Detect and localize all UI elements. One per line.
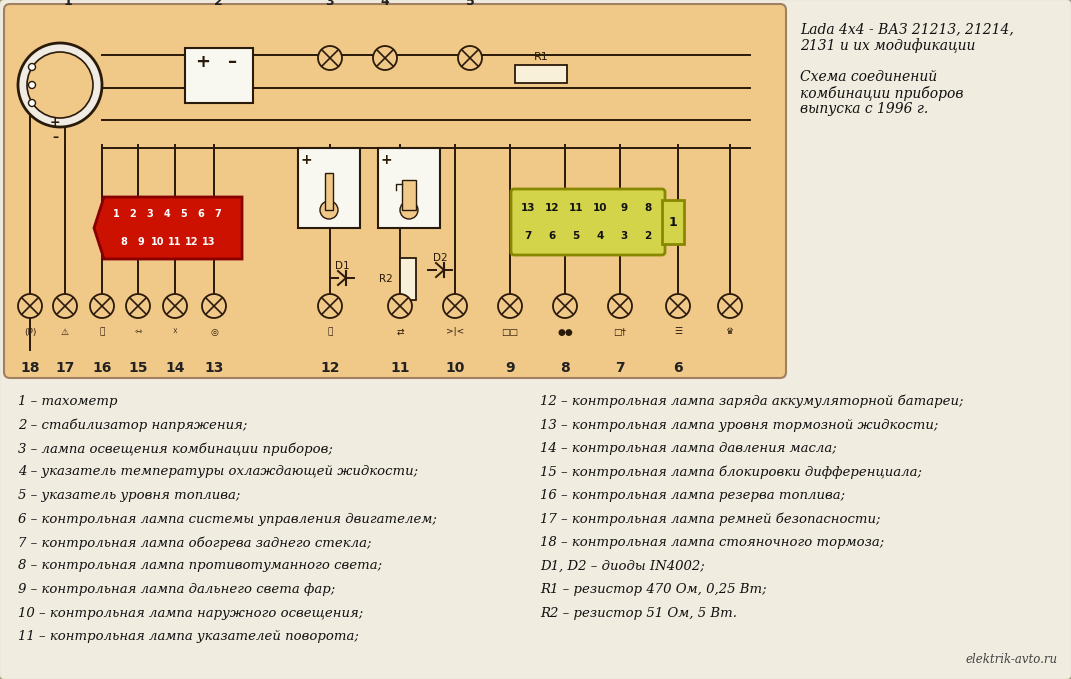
Bar	[662, 200, 684, 244]
Circle shape	[29, 100, 35, 107]
Text: 4 – указатель температуры охлаждающей жидкости;: 4 – указатель температуры охлаждающей жи…	[18, 466, 418, 479]
Text: 3: 3	[147, 209, 153, 219]
Text: 18: 18	[20, 361, 40, 375]
Text: 9: 9	[620, 203, 628, 213]
Text: 3 – лампа освещения комбинации приборов;: 3 – лампа освещения комбинации приборов;	[18, 442, 333, 456]
Text: 13 – контрольная лампа уровня тормозной жидкости;: 13 – контрольная лампа уровня тормозной …	[540, 418, 938, 431]
Text: 13: 13	[205, 361, 224, 375]
Text: 8: 8	[560, 361, 570, 375]
Text: –: –	[51, 130, 58, 143]
Text: ♛: ♛	[726, 327, 734, 337]
Text: 14 – контрольная лампа давления масла;: 14 – контрольная лампа давления масла;	[540, 442, 836, 455]
Text: 3: 3	[620, 231, 628, 241]
Text: +: +	[380, 153, 392, 167]
Text: 14: 14	[165, 361, 185, 375]
Text: 7: 7	[615, 361, 624, 375]
Text: 2: 2	[645, 231, 651, 241]
Circle shape	[29, 64, 35, 71]
Text: 9: 9	[506, 361, 515, 375]
Circle shape	[29, 81, 35, 88]
Text: (P): (P)	[24, 327, 36, 337]
Text: 2131 и их модификации: 2131 и их модификации	[800, 38, 976, 53]
Text: 17: 17	[56, 361, 75, 375]
Text: 6: 6	[674, 361, 683, 375]
Text: □□: □□	[501, 327, 518, 337]
Text: 4: 4	[380, 0, 390, 8]
Text: 4: 4	[164, 209, 170, 219]
Circle shape	[52, 294, 77, 318]
Text: 7 – контрольная лампа обогрева заднего стекла;: 7 – контрольная лампа обогрева заднего с…	[18, 536, 372, 549]
Text: 12: 12	[185, 237, 199, 247]
Text: выпуска с 1996 г.: выпуска с 1996 г.	[800, 102, 929, 116]
Text: 8 – контрольная лампа противотуманного света;: 8 – контрольная лампа противотуманного с…	[18, 559, 382, 572]
Text: 6: 6	[548, 231, 556, 241]
Text: 15 – контрольная лампа блокировки дифференциала;: 15 – контрольная лампа блокировки диффер…	[540, 466, 922, 479]
Bar	[399, 258, 416, 300]
Circle shape	[718, 294, 742, 318]
Text: 5: 5	[466, 0, 474, 8]
Text: +: +	[196, 53, 211, 71]
Circle shape	[443, 294, 467, 318]
Circle shape	[373, 46, 397, 70]
Text: +: +	[300, 153, 312, 167]
Text: 1: 1	[668, 215, 677, 229]
Circle shape	[320, 201, 338, 219]
Bar	[378, 148, 440, 228]
Text: Схема соединений: Схема соединений	[800, 70, 937, 84]
Text: Lada 4x4 - ВАЗ 21213, 21214,: Lada 4x4 - ВАЗ 21213, 21214,	[800, 22, 1014, 36]
Text: 16 – контрольная лампа резерва топлива;: 16 – контрольная лампа резерва топлива;	[540, 489, 845, 502]
Text: >|<: >|<	[446, 327, 464, 337]
Text: ⇿: ⇿	[134, 327, 141, 337]
Text: □†: □†	[614, 327, 627, 337]
Text: 2: 2	[130, 209, 136, 219]
Text: R1 – резистор 470 Ом, 0,25 Вт;: R1 – резистор 470 Ом, 0,25 Вт;	[540, 583, 767, 596]
Text: 1: 1	[63, 0, 73, 8]
Text: 8: 8	[645, 203, 651, 213]
FancyBboxPatch shape	[4, 4, 786, 378]
Circle shape	[27, 52, 93, 118]
Text: ☓: ☓	[172, 327, 178, 337]
Text: 2 – стабилизатор напряжения;: 2 – стабилизатор напряжения;	[18, 418, 247, 432]
Text: ⬜: ⬜	[328, 327, 333, 337]
Circle shape	[666, 294, 690, 318]
Text: комбинации приборов: комбинации приборов	[800, 86, 964, 101]
Text: D2: D2	[433, 253, 448, 263]
Circle shape	[608, 294, 632, 318]
Text: 15: 15	[129, 361, 148, 375]
Text: 1 – тахометр: 1 – тахометр	[18, 395, 118, 408]
Circle shape	[18, 294, 42, 318]
Text: ☰: ☰	[674, 327, 682, 337]
Text: D1, D2 – диоды IN4002;: D1, D2 – диоды IN4002;	[540, 559, 705, 572]
Text: 9 – контрольная лампа дальнего света фар;: 9 – контрольная лампа дальнего света фар…	[18, 583, 335, 596]
Text: 11: 11	[168, 237, 182, 247]
Bar	[515, 65, 567, 83]
Text: 13: 13	[521, 203, 536, 213]
Text: 4: 4	[597, 231, 604, 241]
Bar	[402, 180, 416, 210]
Text: 7: 7	[214, 209, 222, 219]
Bar	[298, 148, 360, 228]
Circle shape	[318, 294, 342, 318]
Circle shape	[498, 294, 522, 318]
Circle shape	[388, 294, 412, 318]
Text: ⛽: ⛽	[100, 327, 105, 337]
Text: elektrik-avto.ru: elektrik-avto.ru	[966, 653, 1058, 666]
Text: R2: R2	[379, 274, 393, 284]
Text: 11 – контрольная лампа указателей поворота;: 11 – контрольная лампа указателей поворо…	[18, 630, 359, 643]
Text: 1: 1	[112, 209, 119, 219]
Text: 16: 16	[92, 361, 111, 375]
Bar	[185, 48, 253, 103]
Text: 12: 12	[320, 361, 340, 375]
Text: 2: 2	[213, 0, 223, 8]
Circle shape	[318, 46, 342, 70]
Circle shape	[553, 294, 577, 318]
Text: 13: 13	[202, 237, 215, 247]
FancyBboxPatch shape	[511, 189, 665, 255]
Text: 11: 11	[569, 203, 584, 213]
Text: 6: 6	[198, 209, 205, 219]
Text: 17 – контрольная лампа ремней безопасности;: 17 – контрольная лампа ремней безопаснос…	[540, 513, 880, 526]
Polygon shape	[94, 197, 242, 259]
Text: 12 – контрольная лампа заряда аккумуляторной батареи;: 12 – контрольная лампа заряда аккумулято…	[540, 395, 964, 409]
Text: 3: 3	[326, 0, 334, 8]
